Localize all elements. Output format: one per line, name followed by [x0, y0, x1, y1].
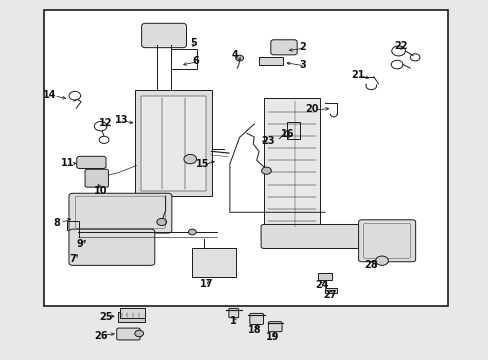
Text: 15: 15	[196, 159, 209, 169]
Text: 18: 18	[248, 325, 262, 335]
Circle shape	[135, 330, 143, 337]
Text: 27: 27	[323, 290, 336, 300]
Bar	[317, 273, 331, 280]
Text: 2: 2	[299, 42, 306, 52]
Circle shape	[188, 229, 196, 235]
Circle shape	[235, 55, 243, 61]
Bar	[287, 122, 299, 139]
Text: 7: 7	[69, 254, 76, 264]
Text: 21: 21	[350, 70, 364, 80]
Text: 1: 1	[230, 316, 237, 325]
FancyBboxPatch shape	[69, 193, 171, 233]
Bar	[120, 308, 144, 318]
FancyBboxPatch shape	[117, 328, 140, 340]
FancyBboxPatch shape	[69, 229, 155, 265]
Text: 11: 11	[61, 158, 75, 168]
Text: 25: 25	[99, 312, 112, 322]
Text: 4: 4	[231, 50, 238, 60]
Circle shape	[375, 256, 387, 265]
Bar	[264, 98, 320, 230]
Text: 19: 19	[265, 332, 279, 342]
FancyBboxPatch shape	[268, 321, 282, 332]
Circle shape	[261, 167, 271, 174]
Bar	[118, 312, 144, 322]
FancyBboxPatch shape	[85, 169, 108, 187]
Text: 16: 16	[280, 129, 294, 139]
FancyBboxPatch shape	[77, 156, 106, 168]
Bar	[141, 96, 205, 191]
Text: 28: 28	[364, 260, 377, 270]
FancyBboxPatch shape	[249, 314, 263, 324]
FancyBboxPatch shape	[261, 225, 368, 248]
Circle shape	[157, 219, 166, 226]
Text: 5: 5	[189, 38, 196, 48]
Bar	[43, 10, 447, 306]
FancyBboxPatch shape	[228, 309, 238, 318]
Bar	[191, 248, 235, 277]
Text: 9: 9	[77, 239, 83, 249]
Text: 17: 17	[199, 279, 213, 289]
Text: 23: 23	[261, 136, 274, 146]
Text: 6: 6	[192, 56, 199, 66]
Text: 14: 14	[42, 90, 56, 100]
FancyBboxPatch shape	[270, 40, 297, 55]
Text: 10: 10	[94, 186, 107, 197]
Text: 13: 13	[115, 115, 128, 125]
Text: 26: 26	[94, 331, 107, 341]
Text: 20: 20	[305, 104, 318, 114]
FancyBboxPatch shape	[142, 23, 186, 48]
Text: 3: 3	[299, 60, 306, 70]
Bar	[259, 57, 282, 65]
Bar	[135, 90, 211, 196]
Bar	[325, 288, 336, 293]
Text: 24: 24	[314, 280, 327, 290]
Text: 12: 12	[99, 118, 112, 128]
Circle shape	[183, 154, 196, 164]
Text: 8: 8	[53, 218, 60, 228]
FancyBboxPatch shape	[358, 220, 415, 262]
Text: 22: 22	[393, 41, 407, 50]
Bar	[171, 49, 196, 69]
